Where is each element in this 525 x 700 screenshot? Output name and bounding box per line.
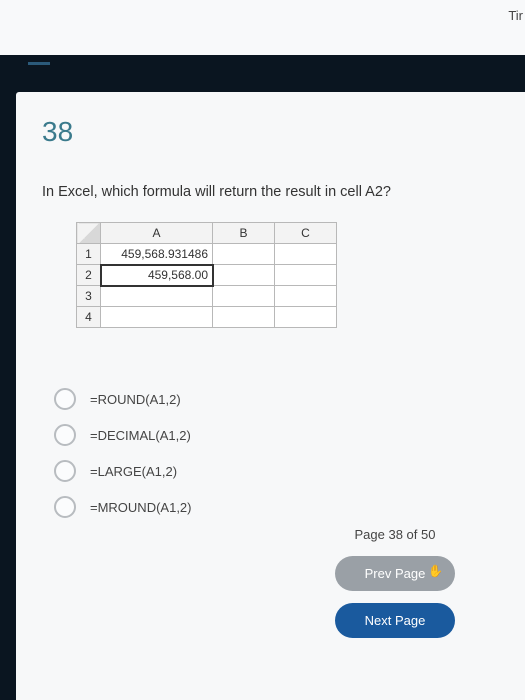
prev-label: Prev Page <box>365 566 426 581</box>
cell-a3 <box>101 286 213 307</box>
tab-underline <box>28 62 50 65</box>
question-number: 38 <box>42 116 499 148</box>
page-indicator: Page 38 of 50 <box>335 527 455 542</box>
cell-b1 <box>213 244 275 265</box>
next-page-button[interactable]: Next Page <box>335 603 455 638</box>
top-corner-label: Tir <box>508 8 523 23</box>
radio-icon <box>54 496 76 518</box>
prev-page-button[interactable]: Prev Page ✋ <box>335 556 455 591</box>
cursor-icon: ✋ <box>428 564 443 578</box>
row-header: 4 <box>77 307 101 328</box>
cell-c1 <box>275 244 337 265</box>
options-group: =ROUND(A1,2) =DECIMAL(A1,2) =LARGE(A1,2)… <box>54 388 499 518</box>
radio-icon <box>54 388 76 410</box>
excel-table: A B C 1 459,568.931486 2 459,568.00 3 <box>76 222 499 328</box>
option-label: =ROUND(A1,2) <box>90 392 181 407</box>
cell-a4 <box>101 307 213 328</box>
cell-a1: 459,568.931486 <box>101 244 213 265</box>
option-label: =LARGE(A1,2) <box>90 464 177 479</box>
cell-b4 <box>213 307 275 328</box>
excel-corner <box>77 223 101 244</box>
cell-b2 <box>213 265 275 286</box>
footer: Page 38 of 50 Prev Page ✋ Next Page <box>335 527 455 650</box>
option-label: =MROUND(A1,2) <box>90 500 192 515</box>
radio-icon <box>54 460 76 482</box>
cell-c4 <box>275 307 337 328</box>
option-1[interactable]: =ROUND(A1,2) <box>54 388 499 410</box>
col-header-c: C <box>275 223 337 244</box>
next-label: Next Page <box>365 613 426 628</box>
question-text: In Excel, which formula will return the … <box>42 184 499 200</box>
cell-c2 <box>275 265 337 286</box>
radio-icon <box>54 424 76 446</box>
option-4[interactable]: =MROUND(A1,2) <box>54 496 499 518</box>
cell-b3 <box>213 286 275 307</box>
top-bar: Tir <box>0 0 525 55</box>
col-header-b: B <box>213 223 275 244</box>
option-2[interactable]: =DECIMAL(A1,2) <box>54 424 499 446</box>
option-label: =DECIMAL(A1,2) <box>90 428 191 443</box>
row-header: 1 <box>77 244 101 265</box>
row-header: 3 <box>77 286 101 307</box>
option-3[interactable]: =LARGE(A1,2) <box>54 460 499 482</box>
cell-a2: 459,568.00 <box>101 265 213 286</box>
question-card: 38 In Excel, which formula will return t… <box>16 92 525 700</box>
cell-c3 <box>275 286 337 307</box>
row-header: 2 <box>77 265 101 286</box>
col-header-a: A <box>101 223 213 244</box>
